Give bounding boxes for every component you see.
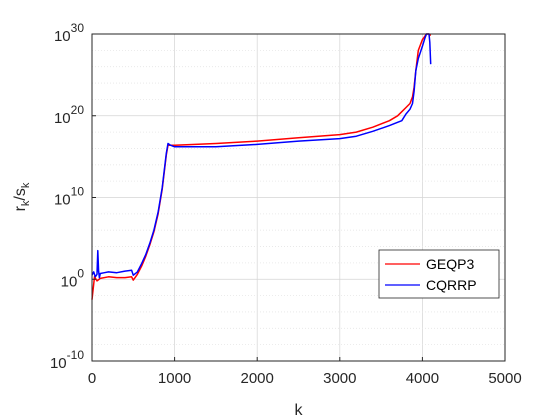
series-layer xyxy=(91,33,432,300)
axes: 0 1000 2000 3000 4000 5000 10-10 100 1010 1020 103… xyxy=(50,21,522,387)
grid xyxy=(92,34,505,361)
x-tick-label: 3000 xyxy=(323,370,356,387)
x-tick-label: 4000 xyxy=(406,370,439,387)
x-tick-label: 1000 xyxy=(158,370,191,387)
y-tick-label: 1010 xyxy=(54,185,84,209)
y-tick-label: 10-10 xyxy=(50,348,84,372)
x-axis-label: k xyxy=(295,402,304,419)
y-tick-label: 1030 xyxy=(54,21,84,45)
y-axis-label: rk/sk xyxy=(12,182,32,211)
y-tick-label: 100 xyxy=(61,266,85,290)
x-tick-label: 0 xyxy=(88,370,96,387)
x-tick-label: 2000 xyxy=(241,370,274,387)
legend-box xyxy=(378,249,500,299)
legend-label-cqrrp: CQRRP xyxy=(426,277,477,293)
legend: GEQP3 CQRRP xyxy=(378,249,500,299)
x-tick-label: 5000 xyxy=(488,370,521,387)
series-line-cqrrp xyxy=(91,33,432,279)
y-tick-label: 1020 xyxy=(54,103,84,127)
legend-label-geqp3: GEQP3 xyxy=(426,256,474,272)
